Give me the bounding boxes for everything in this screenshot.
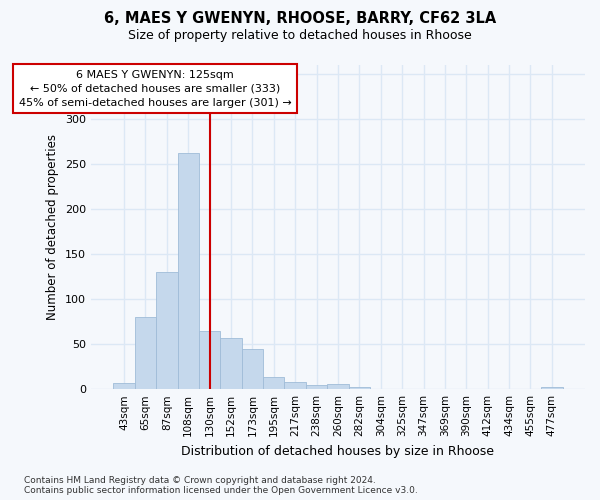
Bar bbox=[199, 330, 220, 389]
Bar bbox=[220, 338, 242, 389]
Bar bbox=[327, 384, 349, 389]
Text: 6, MAES Y GWENYN, RHOOSE, BARRY, CF62 3LA: 6, MAES Y GWENYN, RHOOSE, BARRY, CF62 3L… bbox=[104, 11, 496, 26]
Text: 6 MAES Y GWENYN: 125sqm
← 50% of detached houses are smaller (333)
45% of semi-d: 6 MAES Y GWENYN: 125sqm ← 50% of detache… bbox=[19, 70, 292, 108]
Bar bbox=[242, 348, 263, 389]
Text: Size of property relative to detached houses in Rhoose: Size of property relative to detached ho… bbox=[128, 29, 472, 42]
Bar bbox=[178, 153, 199, 389]
X-axis label: Distribution of detached houses by size in Rhoose: Distribution of detached houses by size … bbox=[181, 444, 494, 458]
Bar bbox=[349, 388, 370, 389]
Bar bbox=[135, 317, 156, 389]
Y-axis label: Number of detached properties: Number of detached properties bbox=[46, 134, 59, 320]
Bar bbox=[263, 376, 284, 389]
Bar bbox=[306, 384, 327, 389]
Bar bbox=[113, 383, 135, 389]
Text: Contains HM Land Registry data © Crown copyright and database right 2024.
Contai: Contains HM Land Registry data © Crown c… bbox=[24, 476, 418, 495]
Bar bbox=[156, 272, 178, 389]
Bar bbox=[541, 388, 563, 389]
Bar bbox=[284, 382, 306, 389]
